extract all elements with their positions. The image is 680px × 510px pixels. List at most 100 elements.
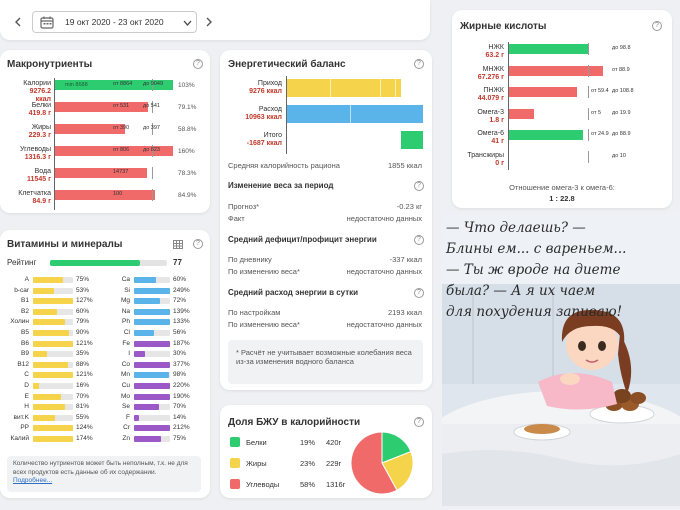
macro-pct: 84.9% — [178, 192, 197, 199]
bju-card: Доля БЖУ в калорийности ? Белки 19% 420г Жи… — [220, 405, 432, 498]
target-line — [588, 107, 590, 120]
fatty-bar — [509, 108, 534, 119]
macro-bar — [55, 190, 156, 200]
vitamin-name: B1 — [21, 297, 29, 305]
help-icon[interactable]: ? — [414, 235, 424, 245]
vitamin-pct: 79% — [76, 318, 90, 326]
target-line — [151, 167, 153, 179]
vitamin-name: B6 — [21, 339, 29, 347]
bju-grams: 229г — [326, 459, 342, 468]
vitamin-pct: 121% — [76, 371, 93, 379]
target-line — [588, 64, 590, 77]
macro-bar — [55, 124, 125, 134]
fatty-to: до 108.8 — [612, 88, 634, 94]
vitamin-fill — [134, 298, 160, 305]
vitamin-fill — [134, 372, 170, 379]
vitamin-pct: 190% — [173, 392, 190, 400]
vitamin-fill — [33, 372, 73, 379]
vitamin-fill — [134, 383, 170, 389]
help-icon[interactable]: ? — [414, 288, 424, 298]
macro-name: Клетчатка — [18, 190, 51, 197]
help-icon[interactable]: ? — [414, 59, 424, 69]
macro-from: 14737 — [113, 169, 129, 175]
vitamin-pct: 249% — [173, 286, 190, 294]
bju-name: Белки — [246, 438, 267, 447]
help-icon[interactable]: ? — [193, 59, 203, 69]
fatty-name: Омега-3 — [477, 108, 504, 116]
fatty-from: от 24.9 — [591, 131, 609, 137]
fatty-label: МНЖК 67.276 г — [452, 66, 504, 82]
vitamin-name: B9 — [21, 350, 29, 358]
meme-illustration — [442, 214, 680, 506]
vitamin-fill — [33, 404, 66, 411]
target-line — [151, 145, 153, 157]
diary-value: -337 ккал — [389, 255, 422, 264]
vitamins-note-link[interactable]: Подробнее... — [13, 477, 53, 484]
fatty-bar — [509, 44, 589, 54]
macro-name: Жиры — [31, 124, 51, 131]
spend-title: Средний расход энергии в сутки — [228, 288, 359, 297]
vitamin-name: B12 — [17, 360, 29, 368]
bju-pct: 58% — [300, 480, 316, 489]
vitamin-name: B2 — [21, 307, 29, 315]
macro-pct: 78.3% — [178, 170, 197, 177]
meme-line: Блины ем... с вареньем... — [446, 241, 627, 257]
energy-footnote: * Расчёт не учитывает возможные колебани… — [236, 348, 412, 366]
chevron-right-icon[interactable] — [205, 17, 213, 27]
macro-pct: 103% — [178, 82, 195, 89]
vitamin-fill — [33, 287, 55, 294]
help-icon[interactable]: ? — [414, 417, 424, 427]
vitamin-name: Cl — [123, 329, 130, 336]
bju-legend-swatch — [230, 437, 240, 447]
vitamin-pct: 187% — [173, 339, 190, 347]
vitamin-fill — [33, 351, 47, 358]
ratio-value: 1 : 22.8 — [549, 194, 575, 203]
vitamin-name: Mn — [120, 371, 130, 379]
vitamin-fill — [33, 298, 73, 305]
vitamin-pct: 30% — [173, 350, 187, 358]
macro-from: от 531 — [113, 103, 130, 109]
vitamin-pct: 127% — [76, 297, 93, 305]
vitamin-name: Fe — [122, 339, 130, 347]
macro-label: Вода 11545 г — [0, 168, 51, 184]
macro-from: 100 — [113, 191, 123, 197]
vitamin-fill — [134, 277, 156, 283]
vitamin-pct: 139% — [173, 307, 190, 315]
macro-bar — [55, 146, 173, 156]
macro-value: 229.3 г — [28, 132, 51, 139]
vitamin-fill — [134, 308, 170, 315]
pie-slice-3 — [350, 431, 398, 495]
vitamin-name: Ca — [121, 276, 130, 283]
vitamins-note: Количество нутриентов может быть неполны… — [13, 460, 188, 476]
fact-label: Факт — [228, 214, 245, 223]
help-icon[interactable]: ? — [414, 181, 424, 191]
vitamin-fill — [33, 340, 73, 347]
vitamin-fill — [134, 340, 170, 347]
bju-name: Жиры — [246, 459, 267, 468]
vitamin-name: PP — [20, 424, 29, 432]
rating-track — [50, 260, 167, 266]
macro-label: Клетчатка 84.9 г — [0, 190, 51, 206]
settings-value: 2193 ккал — [387, 308, 422, 317]
vitamin-name: Ph — [122, 318, 130, 326]
help-icon[interactable]: ? — [652, 21, 662, 31]
date-range-select[interactable]: 19 окт 2020 - 23 окт 2020 — [32, 11, 197, 33]
vitamin-pct: 53% — [76, 286, 90, 294]
vitamin-pct: 70% — [76, 392, 90, 400]
date-picker-bar: 19 окт 2020 - 23 окт 2020 — [0, 0, 430, 40]
table-icon[interactable] — [173, 240, 183, 249]
weight-change-label: По изменению веса* — [228, 267, 300, 276]
fact-value: недостаточно данных — [346, 214, 422, 223]
macro-pct: 79.1% — [178, 104, 197, 111]
help-icon[interactable]: ? — [193, 239, 203, 249]
chevron-left-icon[interactable] — [14, 17, 22, 27]
vitamin-pct: 72% — [173, 297, 187, 305]
vitamin-pct: 90% — [76, 329, 90, 336]
vitamin-fill — [33, 361, 69, 368]
macro-label: Калории 9276.2 ккал — [0, 80, 51, 104]
bju-pct: 23% — [300, 459, 316, 468]
intake-label: Приход 9276 ккал — [249, 80, 282, 95]
meme-line: для похудения запиваю! — [446, 304, 623, 320]
macro-value: 1316.3 г — [24, 154, 51, 161]
vitamins-title: Витамины и минералы — [7, 239, 123, 250]
